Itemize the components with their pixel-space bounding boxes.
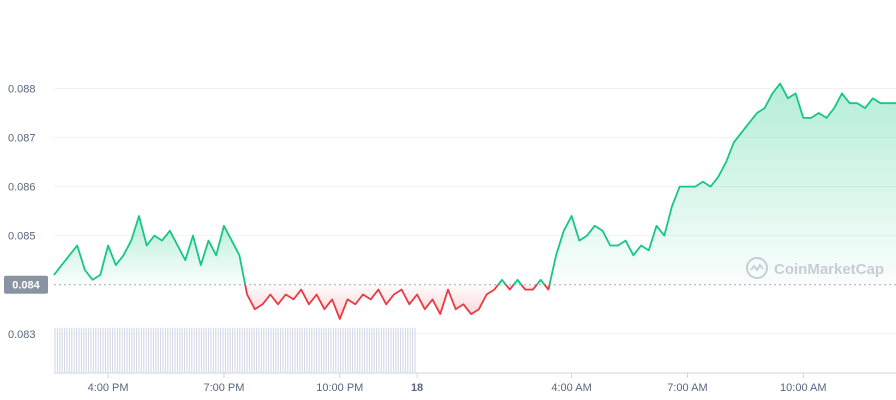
- price-line-up: [548, 82, 896, 285]
- axes: 0.088 0.087 0.086 0.085 0.083 4:00 PM 7:00 PM 1…: [8, 83, 896, 394]
- x-tick-label: 7:00 PM: [203, 382, 244, 394]
- x-tick-label: 10:00 PM: [316, 382, 363, 394]
- y-tick-label: 0.088: [8, 83, 36, 95]
- price-line-up: [53, 215, 247, 285]
- price-line: [53, 82, 896, 320]
- y-tick-label: 0.087: [8, 133, 36, 145]
- price-line-up: [536, 278, 546, 286]
- reference-line: 0.084: [4, 275, 896, 294]
- watermark-logo-icon: [746, 257, 768, 279]
- area-above-reference: [54, 216, 246, 285]
- price-line-down: [520, 284, 538, 291]
- watermark-text: CoinMarketCap: [774, 261, 884, 278]
- price-area: [54, 83, 896, 319]
- y-tick-label: 0.083: [8, 329, 36, 341]
- x-tick-label: 4:00 AM: [551, 382, 591, 394]
- price-line-down: [543, 284, 551, 291]
- price-line-down: [244, 284, 499, 320]
- area-above-reference: [549, 83, 896, 285]
- area-below-reference: [245, 284, 499, 319]
- x-tick-label: 4:00 PM: [88, 382, 129, 394]
- y-tick-label: 0.085: [8, 231, 36, 243]
- x-tick-label: 7:00 AM: [667, 382, 707, 394]
- price-line-up: [497, 278, 507, 286]
- price-line-up: [512, 278, 523, 286]
- watermark-logo-mark: [750, 263, 764, 272]
- x-tick-label: 10:00 AM: [780, 382, 826, 394]
- watermark: CoinMarketCap: [746, 257, 884, 279]
- price-line-down: [505, 284, 515, 291]
- volume-bars: [54, 327, 416, 373]
- x-tick-label: 18: [411, 382, 423, 394]
- y-tick-label: 0.086: [8, 182, 36, 194]
- reference-badge: [4, 275, 48, 294]
- reference-label: 0.084: [12, 280, 40, 292]
